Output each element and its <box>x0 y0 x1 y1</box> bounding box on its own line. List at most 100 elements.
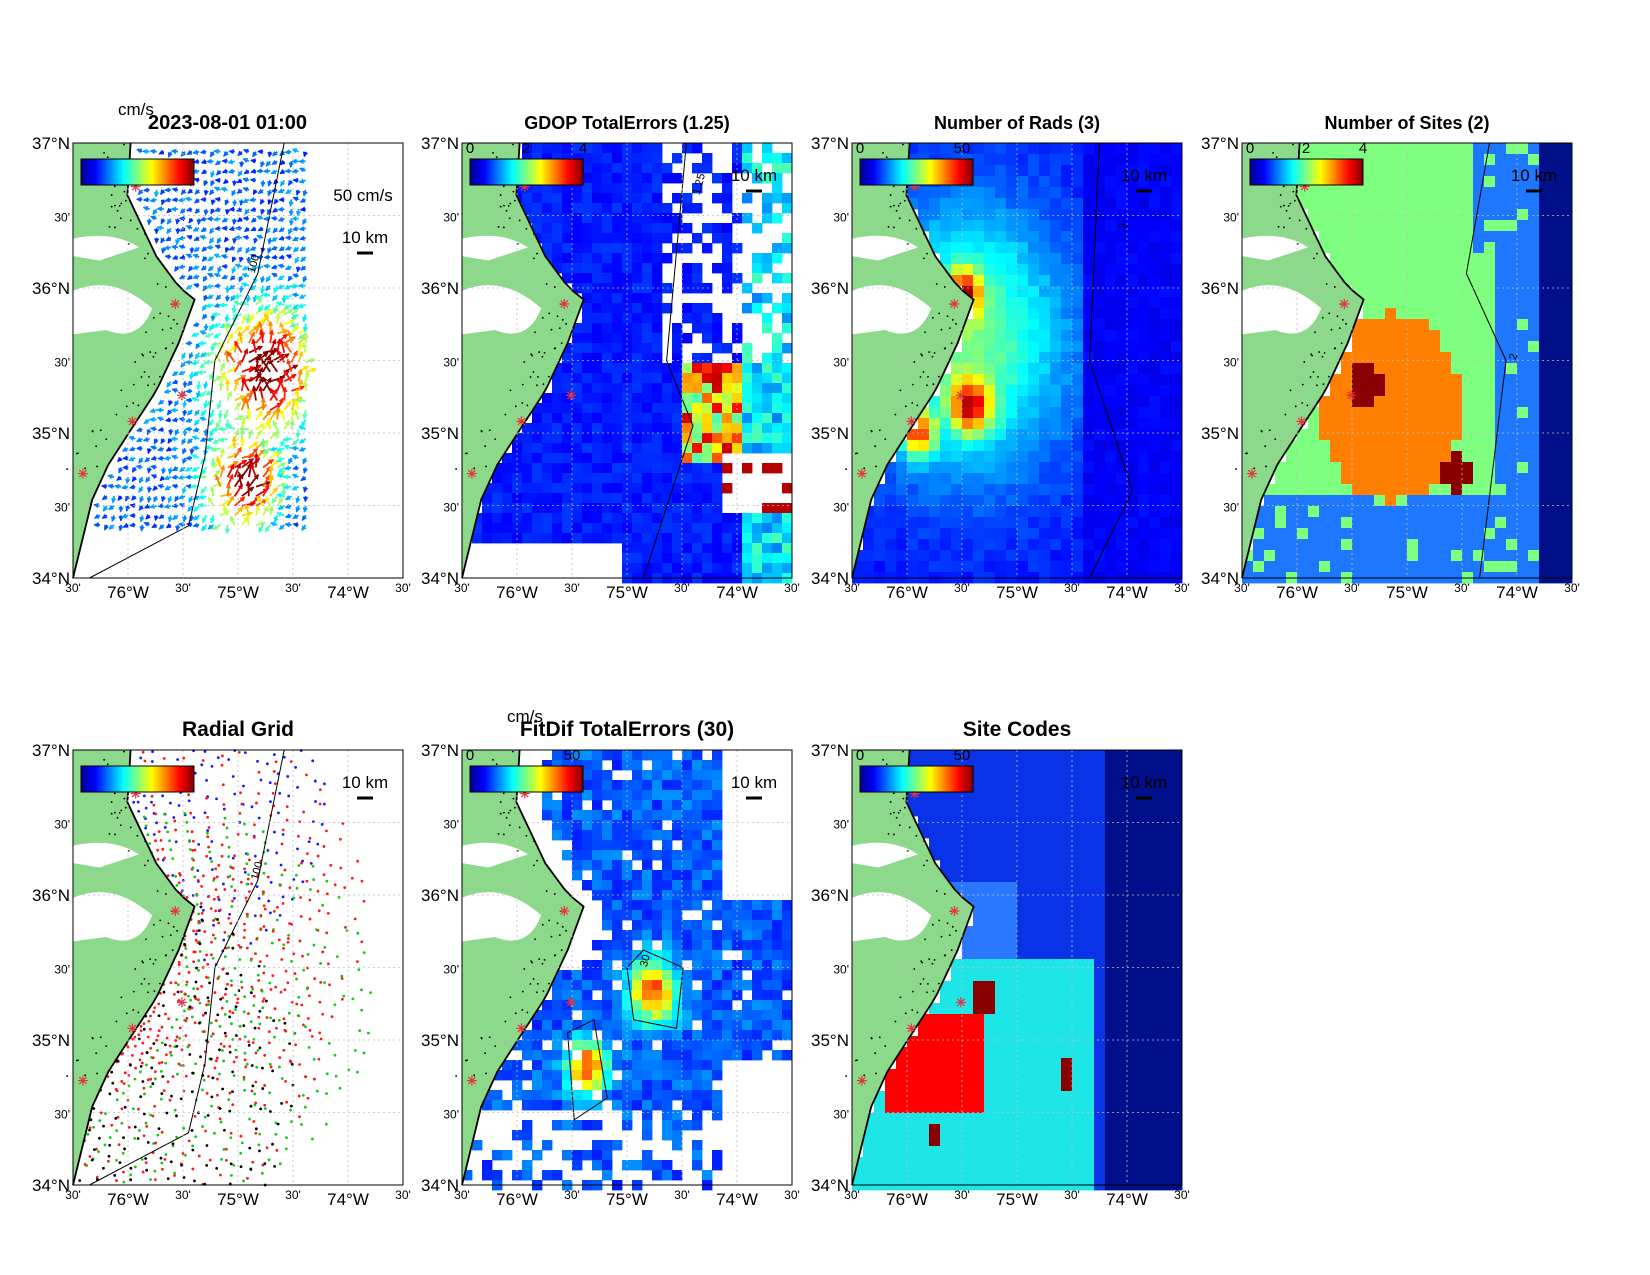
data-cell <box>1462 418 1474 430</box>
data-cell <box>602 453 613 464</box>
current-vector <box>209 515 216 524</box>
radial-grid-point <box>230 979 233 983</box>
data-cell <box>772 273 783 284</box>
sound-water <box>852 235 918 261</box>
data-cell <box>1550 143 1562 155</box>
data-cell <box>1330 418 1342 430</box>
data-cell <box>692 543 703 554</box>
radial-grid-point <box>256 759 259 763</box>
radial-grid-point <box>247 873 250 877</box>
radial-grid-point <box>218 1072 221 1076</box>
coast-island <box>541 316 544 319</box>
data-cell <box>692 443 703 454</box>
data-cell <box>1407 253 1419 265</box>
data-cell <box>1374 495 1386 507</box>
data-cell <box>562 513 573 524</box>
coast-island <box>159 312 162 315</box>
data-cell <box>962 330 974 342</box>
data-cell <box>1484 220 1496 232</box>
data-cell <box>1061 275 1073 287</box>
radial-grid-point <box>201 908 205 912</box>
radial-grid-point <box>340 977 344 980</box>
data-cell <box>652 163 663 174</box>
current-vector <box>192 149 200 155</box>
data-cell <box>582 153 593 164</box>
data-cell <box>1072 242 1084 254</box>
current-vector <box>197 340 207 347</box>
data-cell <box>1061 528 1073 540</box>
coast-island <box>1316 384 1318 387</box>
radial-grid-point <box>155 821 158 825</box>
data-cell <box>896 561 908 573</box>
data-cell <box>1506 440 1518 452</box>
data-cell <box>1418 198 1430 210</box>
current-vector <box>272 227 279 234</box>
data-cell <box>1374 308 1386 320</box>
radial-grid-point <box>302 810 305 814</box>
current-vector <box>170 148 179 155</box>
coast-island <box>923 233 925 236</box>
data-cell <box>1083 275 1095 287</box>
current-vector <box>205 302 214 309</box>
data-cell <box>1528 539 1540 551</box>
data-cell <box>1039 319 1051 331</box>
contour-label: 1.25 <box>691 172 708 196</box>
radial-grid-point <box>198 1001 202 1005</box>
data-cell <box>712 433 723 444</box>
data-cell <box>1484 473 1496 485</box>
data-cell <box>1138 528 1150 540</box>
data-cell <box>995 143 1007 155</box>
data-cell <box>762 173 773 184</box>
radial-grid-point <box>205 779 208 782</box>
data-cell <box>940 209 952 221</box>
radial-grid-point <box>262 871 266 875</box>
coast-island <box>523 361 526 363</box>
data-cell <box>1319 220 1331 232</box>
data-cell <box>1374 198 1386 210</box>
data-cell <box>1171 506 1183 518</box>
current-vector <box>294 398 300 411</box>
coast-island <box>123 143 125 146</box>
data-cell <box>1484 242 1496 254</box>
current-vector <box>242 186 250 193</box>
radial-grid-point <box>238 958 242 961</box>
current-vector <box>236 188 243 194</box>
data-cell <box>1006 385 1018 397</box>
coast-island <box>169 327 172 330</box>
current-vector <box>167 495 173 504</box>
current-vector <box>214 353 222 363</box>
data-cell <box>502 473 513 484</box>
data-cell <box>652 143 663 154</box>
data-cell <box>1550 495 1562 507</box>
data-cell <box>1039 352 1051 364</box>
data-cell <box>1495 242 1507 254</box>
data-cell <box>1039 209 1051 221</box>
coast-island <box>473 467 476 470</box>
data-cell <box>984 528 996 540</box>
coast-island <box>951 318 954 321</box>
data-cell <box>1341 506 1353 518</box>
data-cell <box>1473 363 1485 375</box>
current-vector <box>283 294 292 300</box>
data-cell <box>602 153 613 164</box>
coast-island <box>1325 283 1328 285</box>
data-cell <box>1429 198 1441 210</box>
data-cell <box>632 553 643 564</box>
data-cell <box>632 273 643 284</box>
data-cell <box>1374 275 1386 287</box>
current-vector <box>233 446 243 459</box>
data-cell <box>652 503 663 514</box>
data-cell <box>951 451 963 463</box>
data-cell <box>662 463 673 474</box>
data-cell <box>1017 330 1029 342</box>
data-cell <box>1171 165 1183 177</box>
data-cell <box>1462 550 1474 562</box>
data-cell <box>1462 429 1474 441</box>
radial-grid-point <box>326 962 330 966</box>
data-cell <box>702 303 713 314</box>
data-cell <box>1473 297 1485 309</box>
data-cell <box>1528 407 1540 419</box>
data-cell <box>1253 561 1265 573</box>
data-cell <box>1506 451 1518 463</box>
data-cell <box>532 183 543 194</box>
